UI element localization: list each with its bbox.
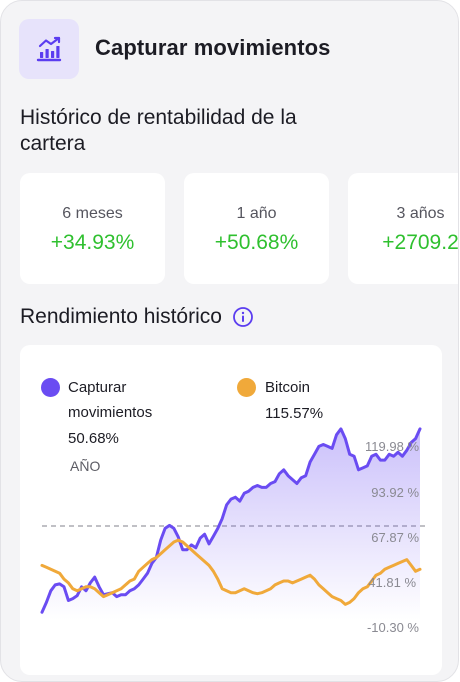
portfolio-area-fill	[42, 428, 420, 620]
bar-chart-icon	[19, 19, 79, 79]
performance-section-title: Rendimiento histórico	[20, 305, 254, 329]
performance-title-text: Rendimiento histórico	[20, 305, 222, 328]
portfolio-legend-dot	[41, 378, 60, 397]
info-icon[interactable]	[232, 306, 254, 328]
bitcoin-legend-name: Bitcoin	[265, 379, 311, 396]
y-tick-label: -10.30 %	[366, 620, 419, 635]
bitcoin-legend-value: 115.57%	[265, 405, 324, 422]
period-return: +34.93%	[50, 231, 135, 254]
portfolio-legend-name: Capturar movimientos	[68, 379, 153, 421]
period-card-3y[interactable]: 3 años +2709.2	[348, 173, 459, 284]
period-return: +50.68%	[214, 231, 299, 254]
history-section-title: Histórico de rentabilidad de la cartera	[20, 106, 297, 155]
period-label: 6 meses	[62, 205, 123, 222]
y-tick-label: 67.87 %	[371, 530, 419, 545]
performance-chart-card: Capturar movimientos 50.68% AÑO Bitcoin …	[20, 345, 442, 675]
portfolio-legend-value: 50.68%	[68, 430, 119, 447]
bitcoin-legend-dot	[237, 378, 256, 397]
performance-line-chart	[40, 427, 426, 620]
portfolio-legend-period: AÑO	[70, 458, 101, 474]
period-card-6m[interactable]: 6 meses +34.93%	[20, 173, 165, 284]
period-label: 3 años	[396, 205, 445, 222]
y-tick-label: 119.98 %	[365, 439, 419, 454]
page-title: Capturar movimientos	[95, 35, 331, 60]
y-tick-label: 93.92 %	[371, 485, 419, 500]
period-card-1y[interactable]: 1 año +50.68%	[184, 173, 329, 284]
y-tick-label: 41.81 %	[368, 575, 416, 590]
period-return: +2709.2	[382, 231, 459, 254]
period-label: 1 año	[236, 205, 277, 222]
bitcoin-series-line	[40, 538, 422, 606]
